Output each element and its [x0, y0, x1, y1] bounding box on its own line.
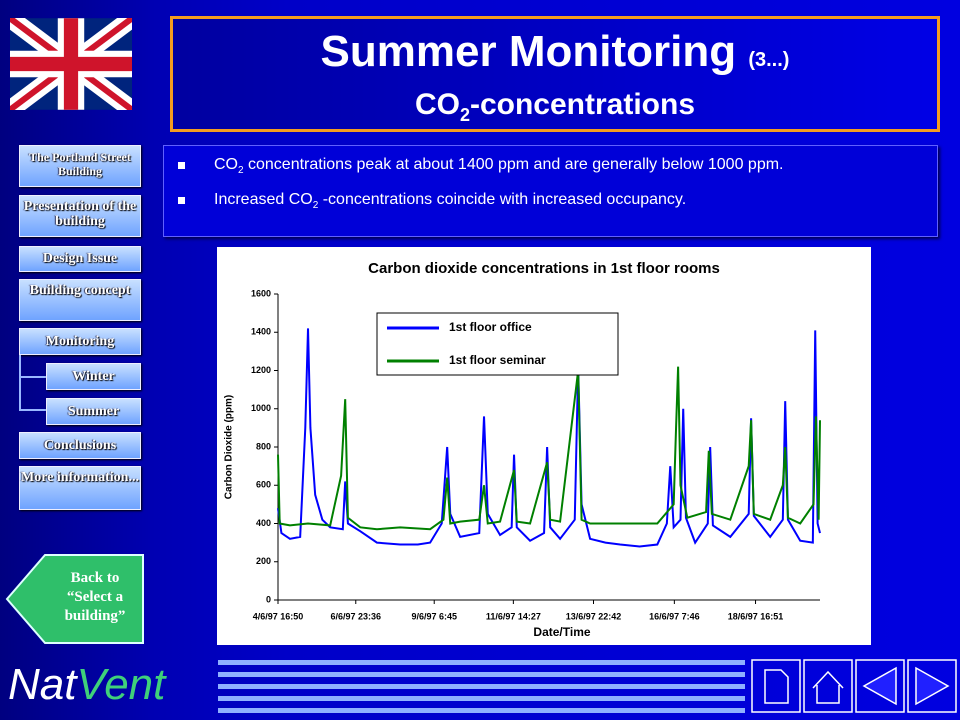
x-tick-label: 11/6/97 14:27 — [486, 611, 541, 621]
y-tick-label: 1400 — [251, 327, 271, 337]
logo-nat: Nat — [8, 660, 77, 709]
chart-title: Carbon dioxide concentrations in 1st flo… — [368, 260, 720, 277]
series-line — [277, 328, 821, 548]
subtitle: CO — [414, 88, 460, 121]
subtitle: -concentrations — [469, 88, 696, 121]
title-box: Summer Monitoring (3...) CO2-concentrati… — [170, 16, 940, 132]
x-tick-label: 13/6/97 22:42 — [566, 611, 622, 621]
subtitle-sub: 2 — [459, 105, 470, 125]
y-axis-label: Carbon Dioxide (ppm) — [224, 395, 235, 499]
bullet-text: Increased CO — [214, 191, 313, 209]
x-tick-label: 9/6/97 6:45 — [411, 611, 457, 621]
nav-button[interactable]: Winter — [46, 363, 141, 390]
nav-button[interactable]: Monitoring — [19, 328, 141, 355]
nav-button[interactable]: Conclusions — [19, 432, 141, 459]
bullet-sub: 2 — [312, 200, 319, 212]
back-label: Back to — [71, 570, 120, 586]
chart-background — [217, 247, 871, 645]
x-axis-label: Date/Time — [533, 625, 590, 639]
y-tick-label: 400 — [256, 518, 271, 528]
y-tick-label: 1200 — [251, 365, 271, 375]
tree-lines — [19, 355, 46, 411]
uk-flag[interactable] — [10, 18, 132, 110]
bullet-sub: 2 — [238, 165, 244, 177]
back-label: “Select a — [67, 589, 124, 605]
nav-button[interactable]: Design Issue — [19, 246, 141, 272]
nav-button[interactable]: Summer — [46, 398, 141, 425]
legend-label: 1st floor office — [449, 320, 532, 334]
y-tick-label: 600 — [256, 480, 271, 490]
bullet-text: -concentrations coincide with increased … — [318, 191, 687, 209]
back-label: building” — [65, 608, 126, 624]
title: Summer Monitoring — [320, 27, 737, 76]
legend-label: 1st floor seminar — [449, 353, 546, 367]
y-tick-label: 800 — [256, 441, 271, 451]
x-tick-label: 4/6/97 16:50 — [253, 611, 304, 621]
nav-button[interactable]: Presentation of the building — [19, 195, 141, 237]
x-tick-label: 16/6/97 7:46 — [649, 611, 700, 621]
bullet-text: CO — [214, 156, 238, 173]
x-tick-label: 18/6/97 16:51 — [728, 611, 784, 621]
nav-button[interactable]: More information... — [19, 466, 141, 510]
x-tick-label: 6/6/97 23:36 — [330, 611, 381, 621]
title-suffix: (3...) — [748, 49, 790, 71]
y-tick-label: 200 — [256, 556, 271, 566]
nav-button[interactable]: Building concept — [19, 279, 141, 321]
bullet-box: CO2 concentrations peak at about 1400 pp… — [163, 145, 938, 237]
nav-button[interactable]: The Portland Street Building — [19, 145, 141, 187]
chart: Carbon dioxide concentrations in 1st flo… — [217, 247, 871, 645]
y-tick-label: 0 — [266, 594, 271, 604]
logo: NatVent — [8, 660, 165, 710]
bullet: Increased CO2 -concentrations coincide w… — [178, 189, 921, 216]
y-tick-label: 1600 — [251, 288, 271, 298]
logo-vent: Vent — [76, 660, 166, 709]
bullet-text: concentrations peak at about 1400 ppm an… — [243, 156, 784, 173]
y-tick-label: 1000 — [251, 403, 271, 413]
back-button[interactable]: Back to “Select a building” — [5, 553, 147, 645]
series-line — [277, 366, 821, 531]
bullet: CO2 concentrations peak at about 1400 pp… — [178, 154, 921, 181]
footer — [218, 659, 957, 713]
legend-box — [376, 312, 619, 376]
